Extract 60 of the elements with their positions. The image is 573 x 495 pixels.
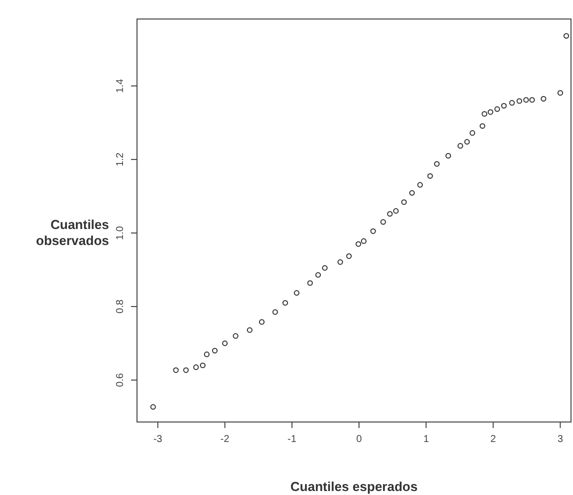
point: [427, 173, 433, 179]
point: [387, 211, 393, 217]
x-tick-label: -3: [153, 434, 163, 445]
point: [212, 348, 218, 354]
point: [337, 259, 344, 265]
point: [360, 238, 367, 244]
point: [409, 190, 415, 196]
x-tick-label: 1: [423, 434, 430, 445]
point: [222, 340, 228, 346]
point: [193, 364, 199, 370]
point: [529, 97, 535, 103]
point: [445, 152, 452, 159]
y-tick-label: 1.0: [115, 226, 126, 240]
point: [434, 161, 440, 167]
point: [183, 367, 189, 373]
point: [204, 352, 210, 358]
point: [464, 139, 470, 145]
point: [150, 404, 156, 410]
point: [516, 98, 522, 104]
x-tick-label: 3: [557, 434, 564, 445]
point: [494, 106, 500, 112]
point: [315, 272, 321, 278]
point: [488, 109, 494, 115]
point: [501, 102, 507, 109]
point: [557, 90, 564, 96]
point: [173, 367, 179, 373]
x-tick-label: 0: [356, 434, 362, 445]
point: [458, 143, 464, 149]
point: [232, 333, 238, 339]
y-tick-label: 1.2: [115, 152, 126, 166]
x-tick-label: 2: [490, 434, 496, 445]
y-tick-label: 0.6: [115, 372, 126, 388]
point: [393, 208, 399, 214]
point: [346, 253, 352, 259]
point: [246, 327, 252, 333]
x-axis-title: Cuantiles esperados: [290, 479, 418, 494]
point: [200, 362, 206, 368]
point: [380, 219, 386, 225]
point: [482, 111, 488, 117]
point: [370, 228, 376, 234]
y-tick-label: 0.8: [115, 299, 126, 314]
point: [322, 265, 328, 271]
point: [294, 290, 300, 296]
point: [523, 97, 529, 103]
x-tick-label: -1: [288, 434, 297, 445]
point: [356, 241, 362, 247]
point: [564, 33, 570, 39]
point: [480, 123, 486, 129]
point: [540, 96, 546, 102]
point: [307, 280, 313, 286]
point: [470, 130, 476, 136]
x-tick-label: -2: [220, 434, 230, 445]
y-axis-title: Cuantiles observados: [36, 217, 109, 248]
point: [272, 309, 278, 315]
point: [258, 319, 265, 325]
point: [509, 100, 515, 106]
point: [417, 182, 423, 188]
y-tick-label: 1.4: [115, 78, 126, 93]
point: [401, 199, 407, 205]
point: [282, 300, 288, 306]
